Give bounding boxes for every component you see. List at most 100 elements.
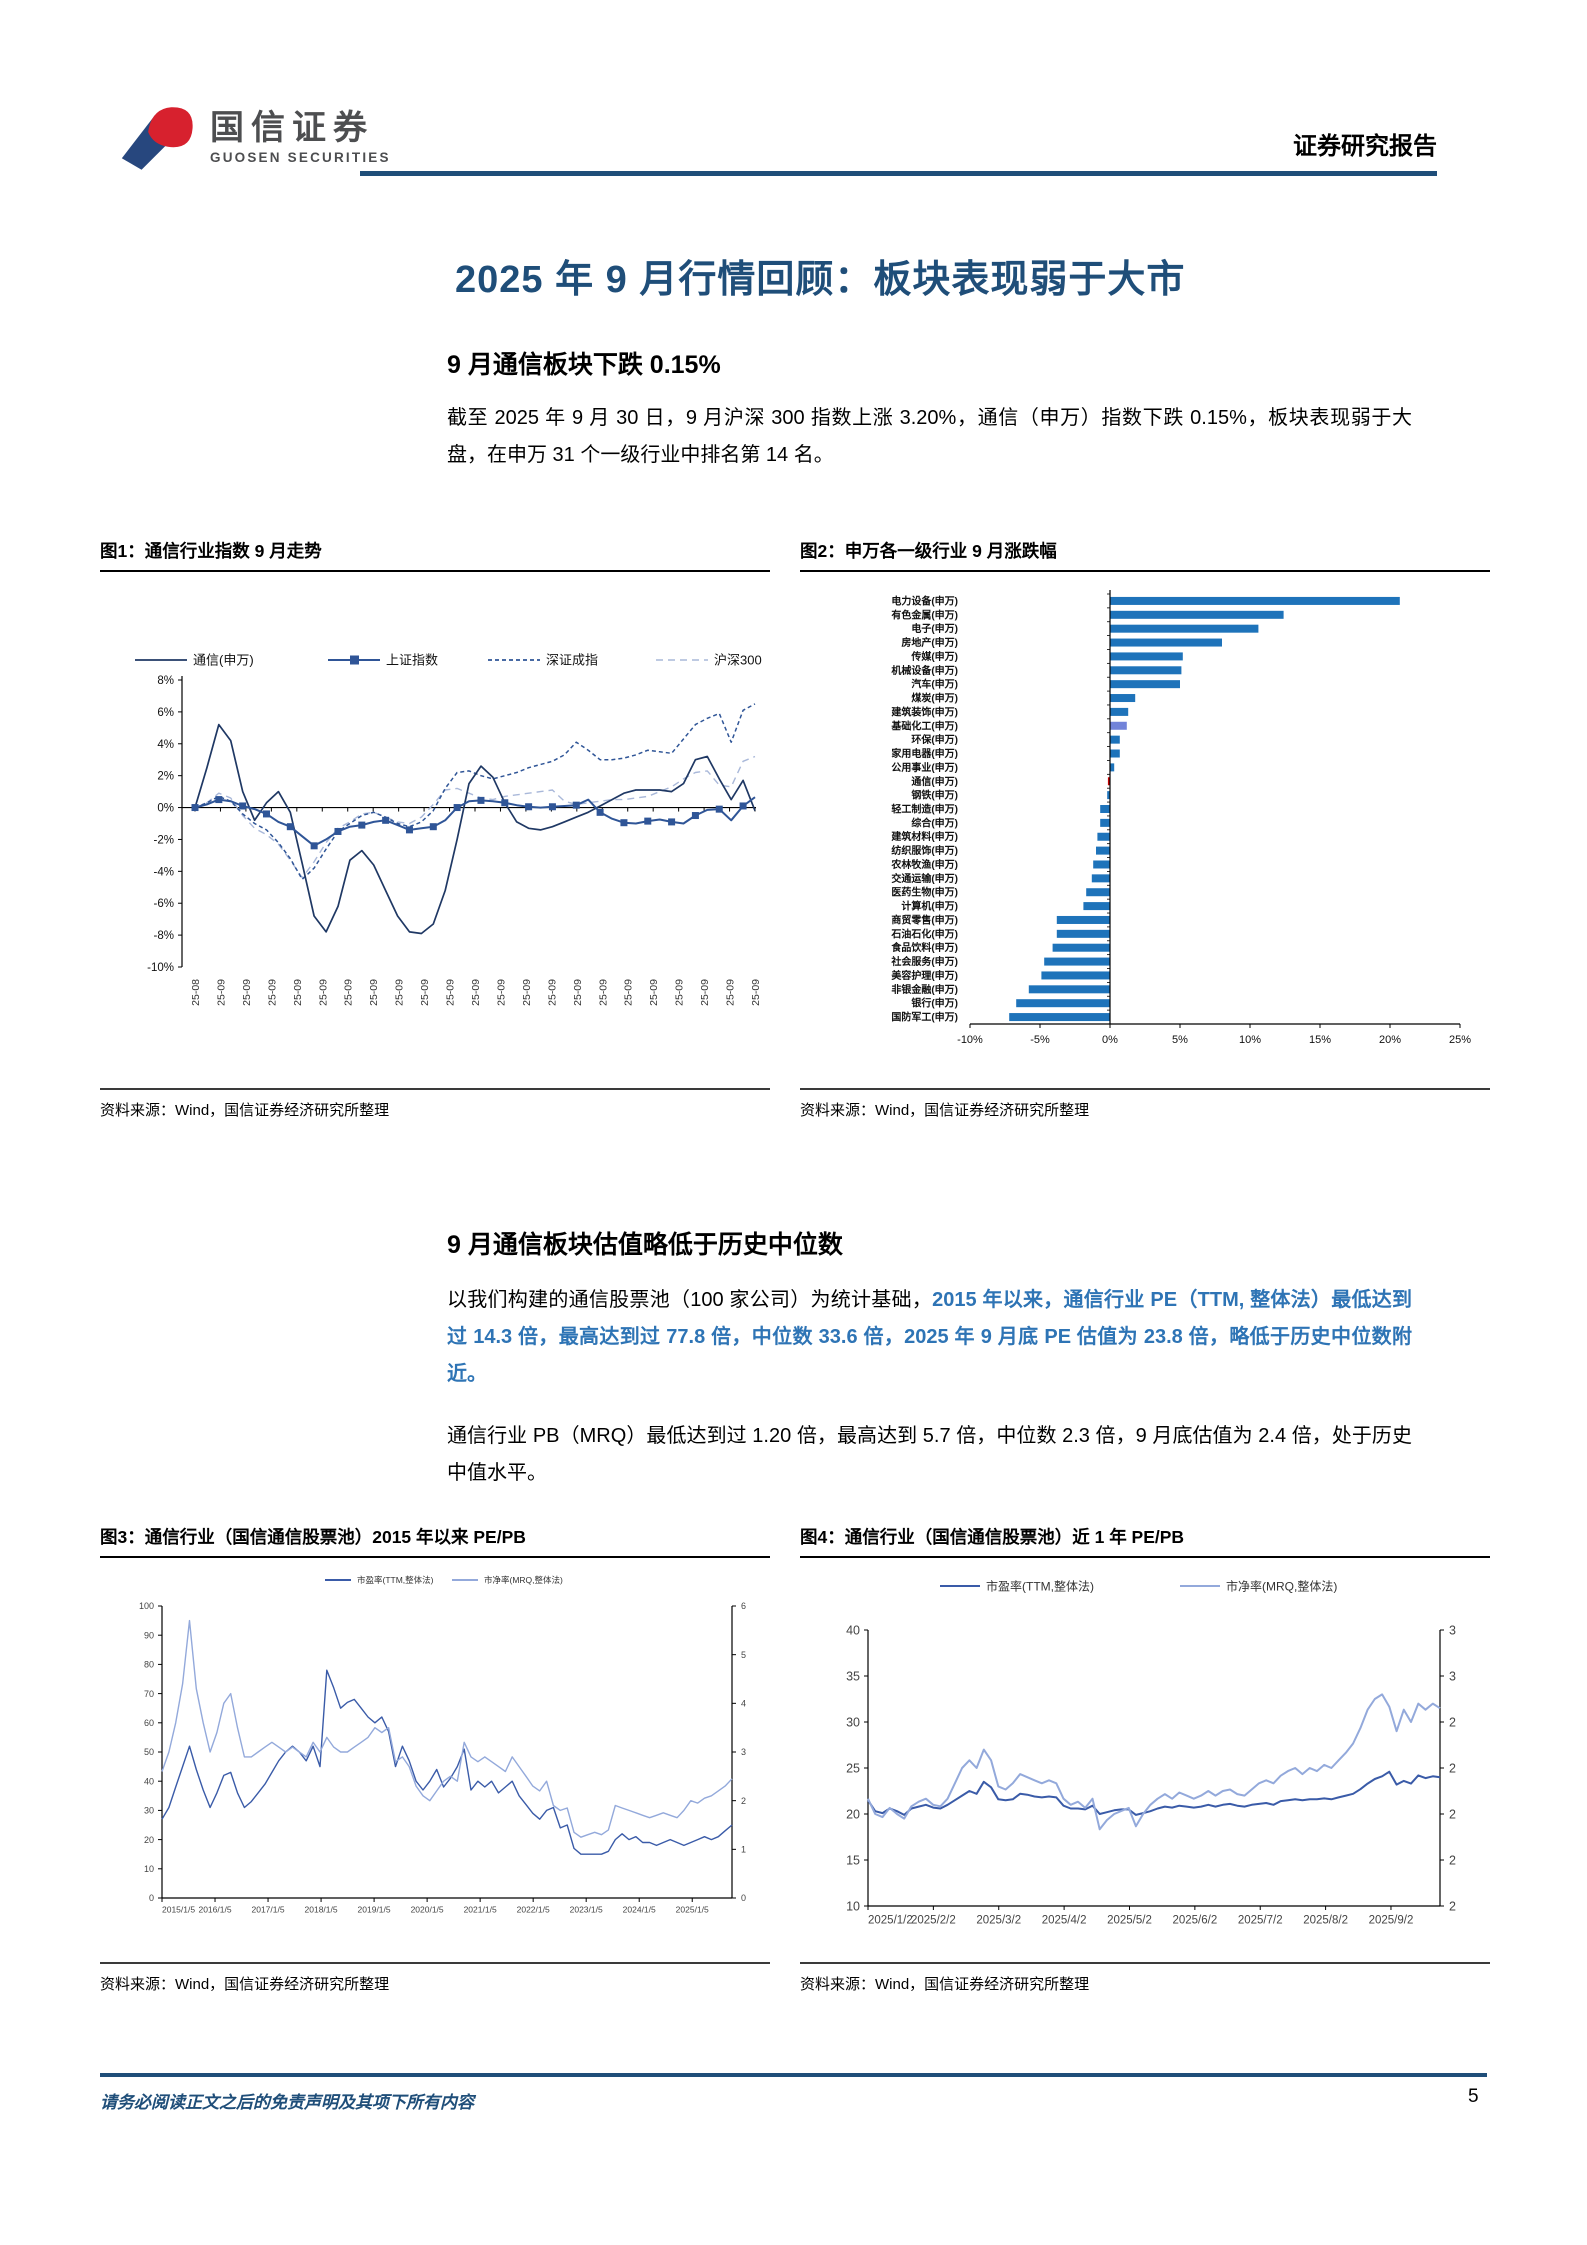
svg-text:沪深300: 沪深300 (714, 653, 762, 668)
svg-text:25-09: 25-09 (470, 979, 482, 1006)
svg-text:轻工制造(申万): 轻工制造(申万) (891, 803, 958, 816)
svg-text:商贸零售(申万): 商贸零售(申万) (891, 913, 958, 926)
svg-text:食品饮料(申万): 食品饮料(申万) (890, 941, 958, 954)
figure3-source: 资料来源：Wind，国信证券经济研究所整理 (100, 1976, 390, 1993)
figure3-block: 图3：通信行业（国信通信股票池）2015 年以来 PE/PB 市盈率(TTM,整… (100, 1524, 770, 1994)
svg-text:石油石化(申万): 石油石化(申万) (890, 927, 958, 940)
figure4-caption: 图4：通信行业（国信通信股票池）近 1 年 PE/PB (800, 1527, 1185, 1547)
svg-text:综合(申万): 综合(申万) (911, 816, 958, 829)
figure2-source: 资料来源：Wind，国信证券经济研究所整理 (800, 1102, 1090, 1119)
svg-text:2022/1/5: 2022/1/5 (517, 1905, 550, 1915)
svg-text:计算机(申万): 计算机(申万) (901, 900, 958, 913)
svg-text:4%: 4% (157, 739, 174, 751)
svg-text:15: 15 (846, 1854, 860, 1868)
svg-text:25%: 25% (1449, 1034, 1471, 1046)
svg-text:3: 3 (741, 1747, 746, 1757)
svg-text:25-09: 25-09 (317, 979, 329, 1006)
svg-text:煤炭(申万): 煤炭(申万) (911, 692, 958, 705)
svg-text:25-09: 25-09 (419, 979, 431, 1006)
figure4-caption-rule (800, 1556, 1490, 1558)
section2-paragraph1: 以我们构建的通信股票池（100 家公司）为统计基础，2015 年以来，通信行业 … (447, 1282, 1412, 1393)
svg-text:环保(申万): 环保(申万) (911, 733, 958, 746)
svg-text:25-09: 25-09 (597, 979, 609, 1006)
svg-text:30: 30 (846, 1716, 860, 1730)
svg-text:100: 100 (139, 1601, 154, 1611)
svg-text:25-09: 25-09 (521, 979, 533, 1006)
svg-text:6%: 6% (157, 707, 174, 719)
footer-rule (100, 2073, 1487, 2077)
svg-text:交通运输(申万): 交通运输(申万) (891, 872, 958, 885)
svg-text:25-09: 25-09 (445, 979, 457, 1006)
svg-text:-8%: -8% (154, 930, 174, 942)
svg-text:市净率(MRQ,整体法): 市净率(MRQ,整体法) (484, 1575, 563, 1585)
svg-text:2: 2 (1449, 1900, 1456, 1914)
svg-text:35: 35 (846, 1670, 860, 1684)
svg-text:0%: 0% (157, 803, 174, 815)
svg-text:25-09: 25-09 (266, 979, 278, 1006)
figure3-caption-rule (100, 1556, 770, 1558)
figure2-caption-rule (800, 570, 1490, 572)
svg-text:2: 2 (1449, 1808, 1456, 1822)
svg-text:0%: 0% (1102, 1034, 1118, 1046)
svg-text:20: 20 (846, 1808, 860, 1822)
svg-text:上证指数: 上证指数 (386, 653, 438, 668)
svg-text:6: 6 (741, 1601, 746, 1611)
svg-text:-4%: -4% (154, 866, 174, 878)
svg-text:-5%: -5% (1030, 1034, 1050, 1046)
section1-paragraph: 截至 2025 年 9 月 30 日，9 月沪深 300 指数上涨 3.20%，… (447, 407, 1412, 466)
svg-text:2025/9/2: 2025/9/2 (1369, 1915, 1414, 1927)
svg-text:0: 0 (741, 1893, 746, 1903)
svg-text:-6%: -6% (154, 898, 174, 910)
svg-text:汽车(申万): 汽车(申万) (911, 678, 958, 691)
svg-text:20: 20 (144, 1835, 154, 1845)
footer-page-number: 5 (1468, 2086, 1479, 2107)
svg-text:10%: 10% (1239, 1034, 1261, 1046)
svg-text:2025/6/2: 2025/6/2 (1172, 1915, 1217, 1927)
svg-text:银行(申万): 银行(申万) (911, 997, 958, 1010)
figure1-bottom-rule (100, 1088, 770, 1090)
svg-text:-2%: -2% (154, 834, 174, 846)
svg-text:2015/1/5: 2015/1/5 (162, 1905, 195, 1915)
svg-text:90: 90 (144, 1630, 154, 1640)
svg-text:2024/1/5: 2024/1/5 (623, 1905, 656, 1915)
logo-en-text: GUOSEN SECURITIES (210, 150, 391, 165)
svg-text:电子(申万): 电子(申万) (911, 622, 958, 635)
footer-disclaimer: 请务必阅读正文之后的免责声明及其项下所有内容 (100, 2093, 474, 2112)
svg-text:25-09: 25-09 (368, 979, 380, 1006)
svg-text:20%: 20% (1379, 1034, 1401, 1046)
svg-text:25-09: 25-09 (292, 979, 304, 1006)
svg-text:钢铁(申万): 钢铁(申万) (911, 789, 958, 802)
svg-text:5: 5 (741, 1650, 746, 1660)
svg-text:2019/1/5: 2019/1/5 (358, 1905, 391, 1915)
svg-text:-10%: -10% (147, 962, 174, 974)
svg-text:国防军工(申万): 国防军工(申万) (891, 1011, 958, 1024)
svg-text:2017/1/5: 2017/1/5 (251, 1905, 284, 1915)
svg-text:2023/1/5: 2023/1/5 (570, 1905, 603, 1915)
svg-text:25-09: 25-09 (241, 979, 253, 1006)
svg-text:电力设备(申万): 电力设备(申万) (891, 594, 958, 607)
fig4-line-chart: 市盈率(TTM,整体法) 市净率(MRQ,整体法) 40 35 30 25 20 15 10 3 3… (846, 1578, 1456, 1927)
svg-text:2025/8/2: 2025/8/2 (1303, 1915, 1348, 1927)
svg-text:10: 10 (846, 1900, 860, 1914)
section1-heading: 9 月通信板块下跌 0.15% (447, 351, 721, 379)
svg-text:农林牧渔(申万): 农林牧渔(申万) (890, 858, 958, 871)
svg-text:传媒(申万): 传媒(申万) (910, 650, 958, 663)
svg-text:25-09: 25-09 (699, 979, 711, 1006)
figure1-source: 资料来源：Wind，国信证券经济研究所整理 (100, 1102, 390, 1119)
logo-cn-text: 国信证券 (210, 109, 374, 147)
svg-text:10: 10 (144, 1864, 154, 1874)
svg-text:基础化工(申万): 基础化工(申万) (890, 719, 958, 732)
svg-text:2: 2 (741, 1796, 746, 1806)
svg-text:3: 3 (1449, 1670, 1456, 1684)
svg-text:通信(申万): 通信(申万) (911, 775, 958, 788)
figure4-source: 资料来源：Wind，国信证券经济研究所整理 (800, 1976, 1090, 1993)
figure2-bottom-rule (800, 1088, 1490, 1090)
svg-text:25-09: 25-09 (495, 979, 507, 1006)
svg-text:公用事业(申万): 公用事业(申万) (891, 761, 958, 774)
svg-text:市盈率(TTM,整体法): 市盈率(TTM,整体法) (986, 1578, 1094, 1593)
svg-text:2025/1/2: 2025/1/2 (868, 1915, 913, 1927)
svg-text:25-09: 25-09 (394, 979, 406, 1006)
figure4-block: 图4：通信行业（国信通信股票池）近 1 年 PE/PB 市盈率(TTM,整体法)… (800, 1524, 1490, 1994)
svg-text:医药生物(申万): 医药生物(申万) (891, 886, 958, 899)
figure1-block: 图1：通信行业指数 9 月走势 通信(申万) 上证指数 深证成指 沪深300 8% 6% 4… (100, 538, 770, 1120)
